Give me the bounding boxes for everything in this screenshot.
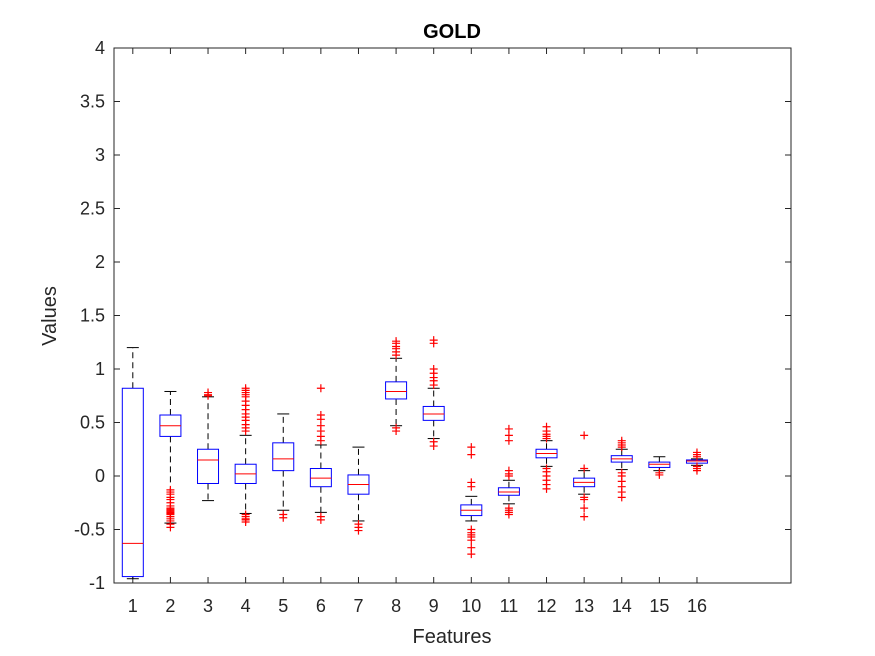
outlier-marker	[467, 478, 476, 487]
outlier-marker	[467, 525, 476, 534]
outlier-marker	[580, 431, 589, 440]
box-iqr	[197, 448, 220, 484]
outlier-marker	[504, 466, 513, 475]
outlier-marker	[580, 512, 589, 521]
box-16	[685, 448, 708, 475]
x-tick-label: 7	[353, 596, 363, 616]
box-iqr	[121, 387, 144, 578]
y-tick-label: 3	[95, 145, 105, 165]
outlier-marker	[692, 462, 701, 471]
box-15	[648, 456, 671, 479]
outlier-marker	[580, 464, 589, 473]
box-11	[497, 424, 520, 519]
y-tick-label: 4	[95, 38, 105, 58]
outlier-marker	[392, 337, 401, 346]
y-tick-label: 0	[95, 466, 105, 486]
box-12	[535, 422, 558, 493]
outlier-marker	[429, 437, 438, 446]
y-tick-label: 2	[95, 252, 105, 272]
outlier-marker	[241, 384, 250, 393]
box-iqr	[309, 468, 332, 488]
x-tick-label: 12	[537, 596, 557, 616]
outlier-marker	[542, 422, 551, 431]
outlier-marker	[392, 423, 401, 432]
outlier-marker	[467, 443, 476, 452]
x-tick-label: 3	[203, 596, 213, 616]
x-tick-label: 10	[461, 596, 481, 616]
x-axis-label: Features	[413, 626, 492, 648]
outlier-marker	[429, 336, 438, 345]
box-iqr	[422, 405, 445, 421]
outlier-marker	[542, 464, 551, 473]
x-tick-label: 1	[128, 596, 138, 616]
box-iqr	[497, 487, 520, 496]
x-tick-label: 9	[429, 596, 439, 616]
outlier-marker	[316, 384, 325, 393]
y-tick-label: -1	[89, 573, 105, 593]
y-tick-label: 2.5	[80, 199, 105, 219]
box-iqr	[385, 381, 408, 400]
outlier-marker	[617, 468, 626, 477]
box-2	[159, 390, 182, 532]
x-tick-label: 15	[649, 596, 669, 616]
outlier-marker	[429, 365, 438, 373]
box-iqr	[272, 442, 295, 472]
x-tick-label: 4	[241, 596, 251, 616]
box-14	[610, 436, 633, 502]
box-1	[121, 347, 144, 580]
box-10	[460, 443, 483, 559]
y-tick-label: -0.5	[74, 520, 105, 540]
outlier-marker	[692, 448, 701, 457]
outlier-marker	[241, 510, 250, 519]
box-9	[422, 336, 445, 451]
x-axis-ticks: 1 2 3 4 5 6 7 8 9 10 11 12 13 14 15 16	[128, 48, 707, 616]
outlier-marker	[467, 543, 476, 552]
box-series	[121, 336, 708, 580]
box-iqr	[648, 461, 671, 468]
x-tick-label: 16	[687, 596, 707, 616]
box-5	[272, 413, 295, 522]
chart-title: GOLD	[423, 21, 481, 43]
outlier-marker	[279, 510, 288, 519]
x-tick-label: 14	[612, 596, 632, 616]
x-tick-label: 2	[165, 596, 175, 616]
box-13	[573, 431, 596, 521]
outlier-marker	[166, 485, 175, 494]
y-tick-label: 1	[95, 359, 105, 379]
y-tick-label: 3.5	[80, 92, 105, 112]
outlier-marker	[580, 493, 589, 502]
y-axis-label: Values	[39, 286, 61, 346]
x-tick-label: 8	[391, 596, 401, 616]
box-6	[309, 384, 332, 524]
y-axis-ticks: -1 -0.5 0 0.5 1 1.5 2 2.5 3 3.5 4	[74, 38, 791, 593]
plot-area	[113, 47, 792, 584]
outlier-marker	[617, 436, 626, 445]
box-8	[385, 337, 408, 436]
outlier-marker	[655, 468, 664, 477]
box-4	[234, 384, 257, 527]
y-tick-label: 0.5	[80, 413, 105, 433]
x-tick-label: 11	[500, 596, 519, 616]
outlier-marker	[504, 504, 513, 513]
x-tick-label: 13	[574, 596, 594, 616]
outlier-marker	[316, 411, 325, 420]
outlier-marker	[580, 504, 589, 513]
outlier-marker	[316, 512, 325, 521]
outlier-marker	[204, 388, 213, 397]
box-7	[347, 446, 370, 535]
x-tick-label: 5	[278, 596, 288, 616]
outlier-marker	[354, 520, 363, 529]
outlier-marker	[467, 450, 476, 459]
y-tick-label: 1.5	[80, 306, 105, 326]
outlier-marker	[504, 424, 513, 433]
box-3	[197, 388, 220, 502]
x-tick-label: 6	[316, 596, 326, 616]
